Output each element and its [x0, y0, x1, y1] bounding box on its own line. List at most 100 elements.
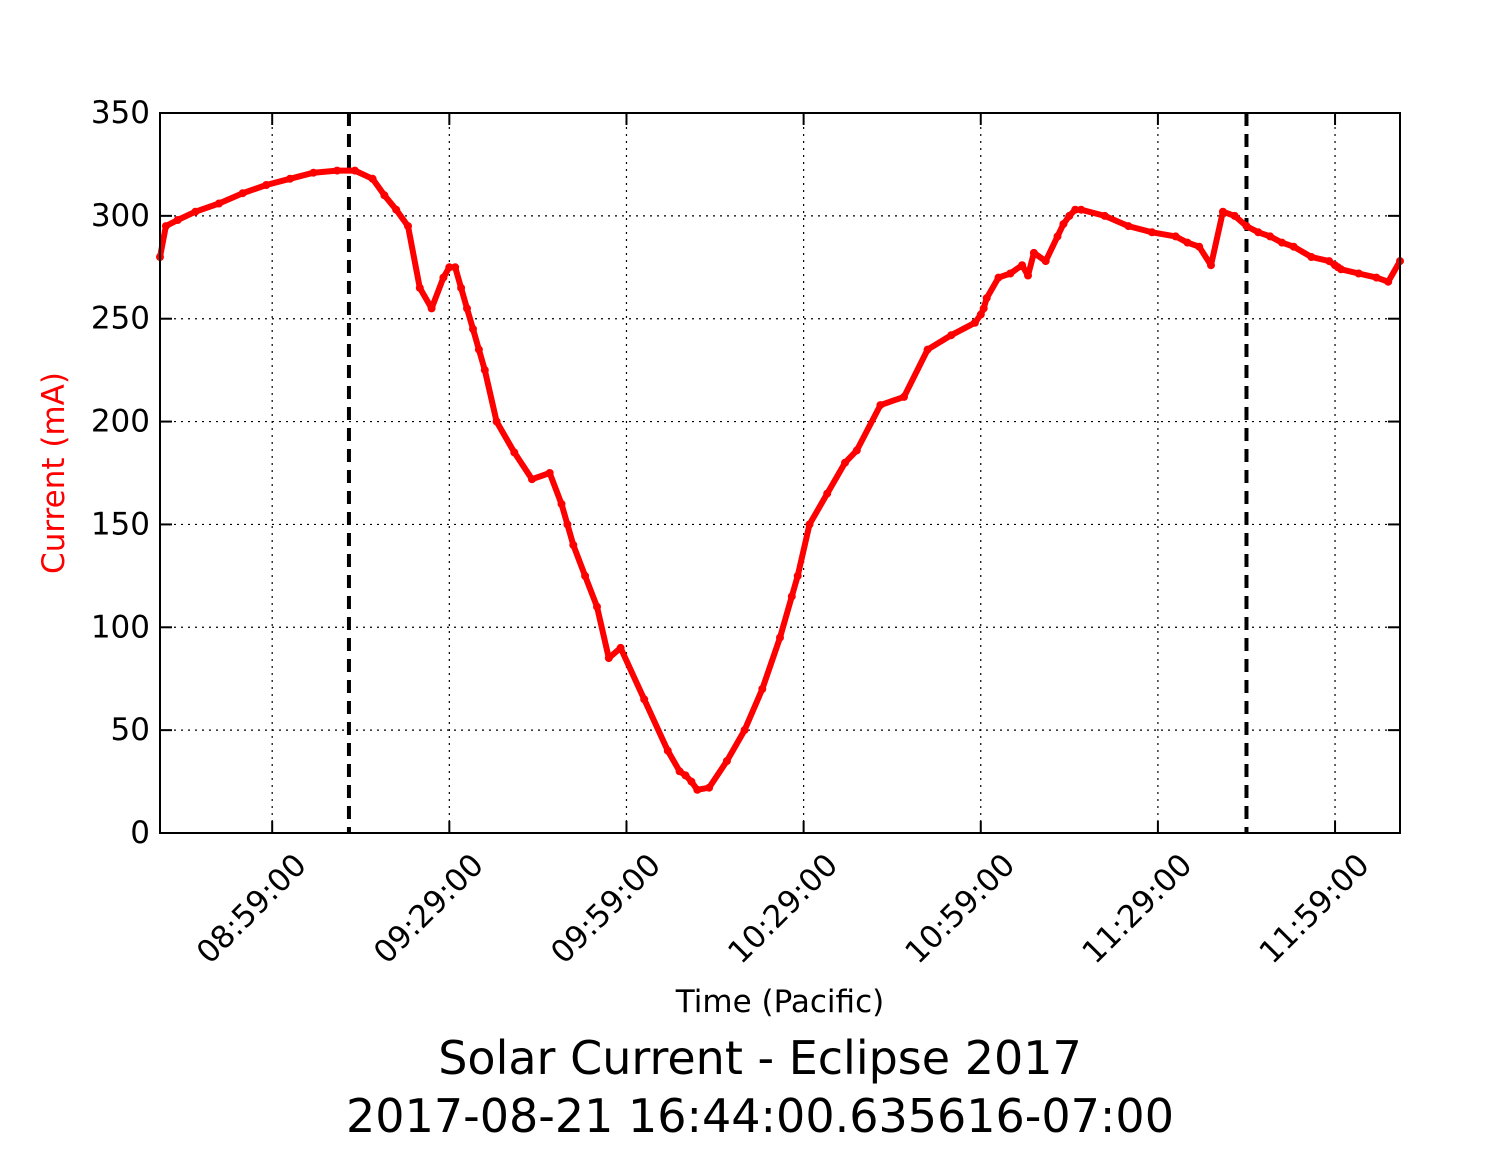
data-point — [1277, 238, 1286, 247]
data-point — [1372, 273, 1381, 282]
data-point — [823, 489, 832, 498]
y-axis-label: Current (mA) — [36, 372, 72, 574]
data-point — [392, 205, 401, 214]
data-point — [173, 216, 182, 224]
y-axis-ticks: 0 50 100 150 200 250 300 350 — [91, 95, 1400, 851]
data-point — [1230, 211, 1239, 220]
y-tick-label: 0 — [130, 815, 150, 851]
data-point — [1053, 232, 1062, 241]
data-point — [793, 571, 802, 580]
data-point — [947, 331, 956, 340]
data-point — [463, 304, 471, 313]
data-point — [380, 191, 389, 200]
data-point — [262, 181, 271, 189]
data-point — [805, 520, 814, 529]
data-point — [979, 304, 988, 313]
data-point — [976, 310, 985, 319]
data-point — [569, 541, 578, 549]
data-point — [693, 785, 702, 794]
chart-subtitle: 2017-08-21 16:44:00.635616-07:00 — [346, 1089, 1174, 1143]
data-point — [1041, 257, 1050, 266]
data-point — [161, 222, 170, 231]
data-point — [852, 446, 861, 455]
data-point — [492, 417, 501, 426]
data-point — [581, 571, 590, 580]
data-point — [480, 366, 489, 375]
data-point — [510, 448, 519, 457]
data-point — [681, 771, 690, 780]
data-point — [238, 189, 247, 198]
data-point — [970, 318, 979, 327]
data-point — [1018, 261, 1027, 270]
data-point — [758, 685, 767, 693]
data-point — [469, 325, 477, 333]
data-point — [1195, 242, 1204, 251]
data-point — [687, 777, 696, 786]
data-point — [740, 726, 749, 735]
data-point — [722, 757, 731, 765]
vertical-markers — [346, 113, 1249, 833]
data-point — [1059, 220, 1068, 229]
data-point — [1065, 211, 1074, 220]
data-point — [876, 401, 885, 410]
data-point — [457, 283, 466, 292]
data-point — [368, 174, 377, 183]
data-point — [1307, 253, 1316, 261]
data-point — [675, 767, 684, 776]
data-point — [350, 166, 359, 175]
data-point — [1207, 261, 1215, 270]
y-tick-label: 350 — [91, 95, 150, 131]
data-point — [439, 273, 448, 282]
data-point — [1254, 228, 1263, 237]
data-point — [557, 499, 566, 508]
data-point — [191, 207, 200, 216]
data-point — [705, 783, 714, 792]
data-point — [1337, 265, 1345, 274]
data-point — [1289, 242, 1298, 251]
data-point — [1354, 269, 1363, 278]
y-tick-label: 250 — [91, 301, 150, 337]
y-tick-label: 50 — [111, 712, 150, 748]
series-layer — [156, 166, 1404, 794]
data-point — [1171, 232, 1180, 241]
data-point — [663, 746, 672, 755]
data-point — [1148, 228, 1156, 237]
y-tick-label: 100 — [91, 609, 150, 645]
data-point — [1242, 222, 1251, 231]
data-point — [451, 263, 460, 272]
data-point — [1077, 205, 1086, 214]
data-point — [1029, 248, 1038, 257]
data-point — [309, 168, 318, 177]
data-point — [1266, 232, 1275, 241]
data-point — [787, 592, 796, 601]
data-point — [427, 304, 436, 313]
data-point — [215, 199, 223, 208]
data-point — [1183, 238, 1192, 247]
data-point — [1384, 277, 1393, 286]
data-point — [1006, 269, 1015, 278]
data-point — [1024, 271, 1032, 280]
y-tick-label: 200 — [91, 404, 150, 440]
y-tick-label: 150 — [91, 506, 150, 542]
data-point — [1325, 257, 1334, 266]
data-point — [445, 263, 454, 272]
y-tick-label: 300 — [91, 198, 150, 234]
data-point — [545, 469, 554, 477]
data-point — [640, 695, 649, 704]
data-point — [994, 273, 1003, 282]
data-point — [415, 283, 424, 292]
data-point — [474, 345, 483, 354]
x-axis-label: Time (Pacific) — [675, 984, 884, 1020]
data-point — [404, 222, 412, 231]
data-point — [616, 643, 625, 652]
data-point — [563, 520, 572, 529]
data-point — [604, 654, 613, 663]
chart-title: Solar Current - Eclipse 2017 — [438, 1031, 1082, 1085]
data-point — [333, 166, 342, 175]
data-point — [593, 602, 601, 611]
data-point — [1071, 205, 1080, 214]
data-point — [285, 174, 294, 183]
data-point — [528, 475, 536, 484]
data-point — [1100, 211, 1109, 220]
